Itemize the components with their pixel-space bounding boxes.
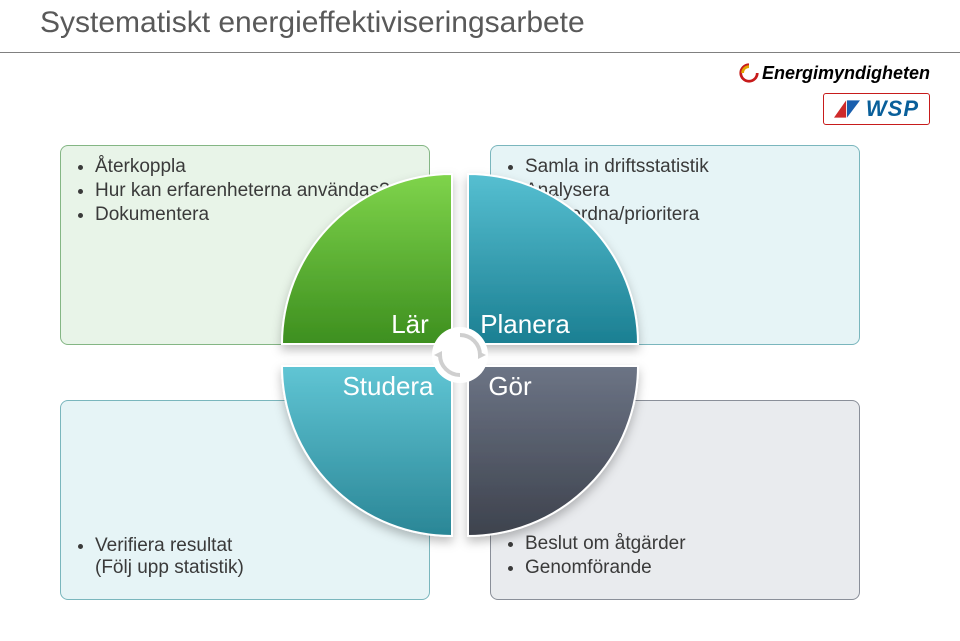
wsp-logo-text: WSP <box>866 96 919 122</box>
slide-title: Systematiskt energieffektiviseringsarbet… <box>40 6 585 40</box>
box-studera-list: Verifiera resultat(Följ upp statistik) <box>77 533 244 581</box>
box-item: Genomförande <box>525 557 686 579</box>
energi-swirl-icon <box>738 62 760 84</box>
energimyndigheten-logo: Energimyndigheten <box>738 62 930 84</box>
energi-logo-text: Energimyndigheten <box>762 63 930 84</box>
slide-canvas: Systematiskt energieffektiviseringsarbet… <box>0 0 960 641</box>
title-rule <box>0 52 960 53</box>
wsp-logo: WSP <box>823 93 930 125</box>
box-item: Verifiera resultat(Följ upp statistik) <box>95 535 244 579</box>
label-studera: Studera <box>342 371 434 401</box>
wsp-triangle-icon <box>834 100 860 118</box>
label-planera: Planera <box>480 309 570 339</box>
logo-area: Energimyndigheten WSP <box>710 62 930 125</box>
label-lar: Lär <box>391 309 429 339</box>
pdca-circle: Lär Planera Studera Gör <box>260 155 660 555</box>
label-gor: Gör <box>488 371 532 401</box>
